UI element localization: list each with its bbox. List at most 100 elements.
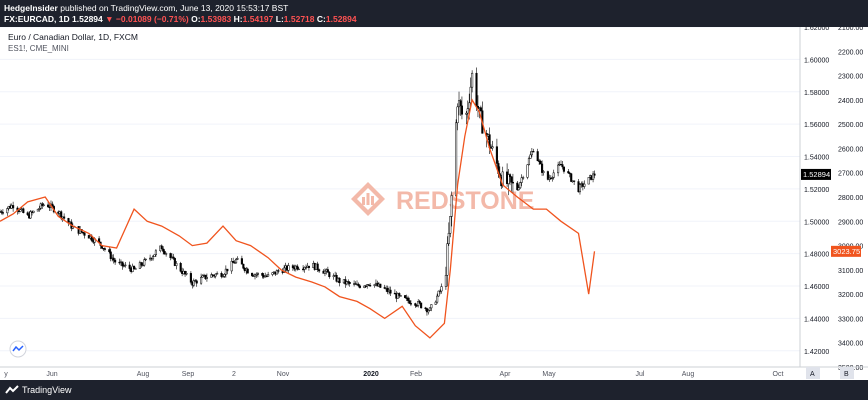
price-chart[interactable]: REDSTONE Euro / Canadian Dollar, 1D, FXC… [0,27,868,380]
candle-body [475,72,478,107]
candle-body [251,272,254,276]
candle-body [256,273,259,275]
candle-body [389,289,392,294]
candle-body [409,303,412,305]
candle-body [562,166,565,172]
candle-body [108,249,111,253]
candle-body [466,108,469,114]
candle-body [47,204,50,208]
candle-body [447,232,450,244]
candle-body [128,264,131,269]
svg-text:B: B [844,371,849,378]
right-price-axis[interactable]: 2100.00 2200.00 2300.00 2400.00 2500.00 2600.… [838,27,863,372]
right-tick-label: 3100.00 [838,268,863,275]
candle-body [22,208,25,213]
candle-body [446,243,449,276]
tradingview-brand[interactable]: TradingView [22,385,72,395]
low-value: 1.52718 [283,14,315,24]
candle-body [460,105,463,115]
candle-body [440,286,443,292]
left-tick-label: 1.52000 [804,187,829,194]
candle-body [287,265,290,271]
candle-body [383,287,386,289]
candle-body [220,272,223,277]
candle-body [449,216,452,234]
candle-body [138,262,141,269]
es1-line [0,98,596,339]
auto-scale-button[interactable]: A [806,367,820,379]
candle-body [297,268,300,271]
candle-body [184,270,187,275]
time-axis[interactable]: y Jun Aug Sep 2 Nov 2020 Feb Apr May Jul Aug Oct [4,371,783,378]
candle-body [1,212,4,214]
tradingview-icon[interactable] [5,384,19,396]
candle-body [221,276,225,278]
candle-body [38,208,41,210]
left-price-axis[interactable]: 1.62000 1.60000 1.58000 1.56000 1.54000 1.520… [804,27,829,356]
left-tick-label: 1.46000 [804,284,829,291]
candle-body [82,231,85,234]
candle-body [240,258,243,265]
candle-body [471,72,474,88]
candle-body [468,102,471,109]
candle-body [417,301,420,306]
candle-body [162,248,165,252]
candle-body [469,86,472,104]
candle-body [526,164,529,178]
candle-body [124,264,127,267]
candle-body [328,272,331,278]
candle-body [114,259,117,263]
candle-body [465,112,468,115]
candle-body [205,277,208,279]
left-tick-label: 1.62000 [804,27,829,32]
candle-body [511,182,514,184]
scale-mode-button[interactable]: B [840,367,854,379]
candle-body [6,208,9,214]
candle-body [122,265,125,267]
eurcad-candles [0,67,596,316]
redstone-logo-icon [351,182,385,216]
candle-body [527,158,531,166]
candle-body [532,151,535,153]
candle-body [479,107,482,112]
candle-body [307,265,310,268]
candle-body [373,284,376,286]
candle-body [348,282,351,284]
candle-body [593,173,596,176]
candle-body [379,283,382,288]
right-tick-label: 2900.00 [838,219,863,226]
candle-body [141,264,144,267]
candle-body [399,295,402,297]
candle-body [192,280,195,286]
candle-body [173,258,176,266]
time-tick-label: Nov [277,371,290,378]
candle-body [357,283,360,287]
time-tick-label: May [542,371,556,378]
candle-body [189,273,192,283]
candle-body [450,195,453,217]
author-name[interactable]: HedgeInsider [4,3,58,13]
ohlc-line: FX:EURCAD, 1D 1.52894 ▼ −0.01089 (−0.71%… [4,14,357,24]
candle-body [160,245,163,250]
candle-body [163,251,166,254]
candle-body [456,106,459,124]
candle-body [345,281,348,285]
time-tick-label: Jun [46,371,57,378]
open-value: 1.53983 [200,14,232,24]
candle-body [133,265,136,269]
high-label: H: [233,14,243,24]
right-tick-label: 2100.00 [838,27,863,32]
candle-body [169,253,172,259]
candle-body [318,269,321,272]
change-value: −0.01089 (−0.71%) [115,14,189,24]
tv-logo-icon[interactable] [9,340,27,358]
candle-body [275,270,278,275]
candle-body [367,284,370,286]
candle-body [552,172,555,178]
left-tick-label: 1.56000 [804,122,829,129]
time-tick-label: Jul [636,371,645,378]
candle-body [210,274,213,278]
compare-badge: 3023.75 [831,245,861,257]
candle-body [12,205,15,209]
candle-body [428,307,431,311]
